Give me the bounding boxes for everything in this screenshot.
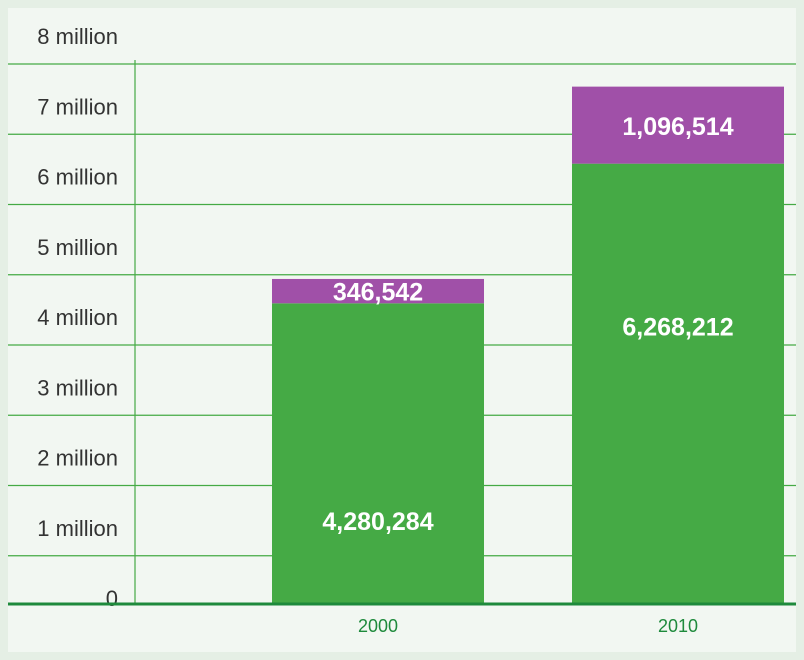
x-tick-label: 2010 (658, 616, 698, 636)
data-label: 346,542 (333, 278, 423, 306)
bar-segment (572, 86, 784, 164)
data-labels: 4,280,284 346,542 6,268,212 1,096,514 (322, 113, 733, 536)
data-label: 6,268,212 (622, 314, 733, 342)
bar-segment (272, 303, 484, 604)
y-tick-label: 5 million (37, 235, 118, 260)
y-tick-label: 0 (106, 586, 118, 611)
chart-panel: 0 1 million 2 million 3 million 4 million 5 m… (8, 8, 796, 652)
y-tick-label: 6 million (37, 165, 118, 190)
bar-segment (572, 163, 784, 604)
axes (8, 60, 796, 606)
x-tick-labels: 2000 2010 (358, 616, 698, 636)
y-tick-label: 3 million (37, 375, 118, 400)
y-tick-label: 2 million (37, 446, 118, 471)
y-tick-label: 8 million (37, 24, 118, 49)
data-label: 1,096,514 (622, 113, 733, 141)
y-tick-label: 7 million (37, 94, 118, 119)
data-label: 4,280,284 (322, 508, 433, 536)
y-tick-label: 1 million (37, 516, 118, 541)
x-tick-label: 2000 (358, 616, 398, 636)
y-tick-label: 4 million (37, 305, 118, 330)
bar-segment (272, 278, 484, 304)
stacked-bar-chart: 0 1 million 2 million 3 million 4 million 5 m… (8, 24, 796, 636)
y-tick-labels: 0 1 million 2 million 3 million 4 million 5 m… (37, 24, 118, 611)
bars (272, 86, 784, 604)
